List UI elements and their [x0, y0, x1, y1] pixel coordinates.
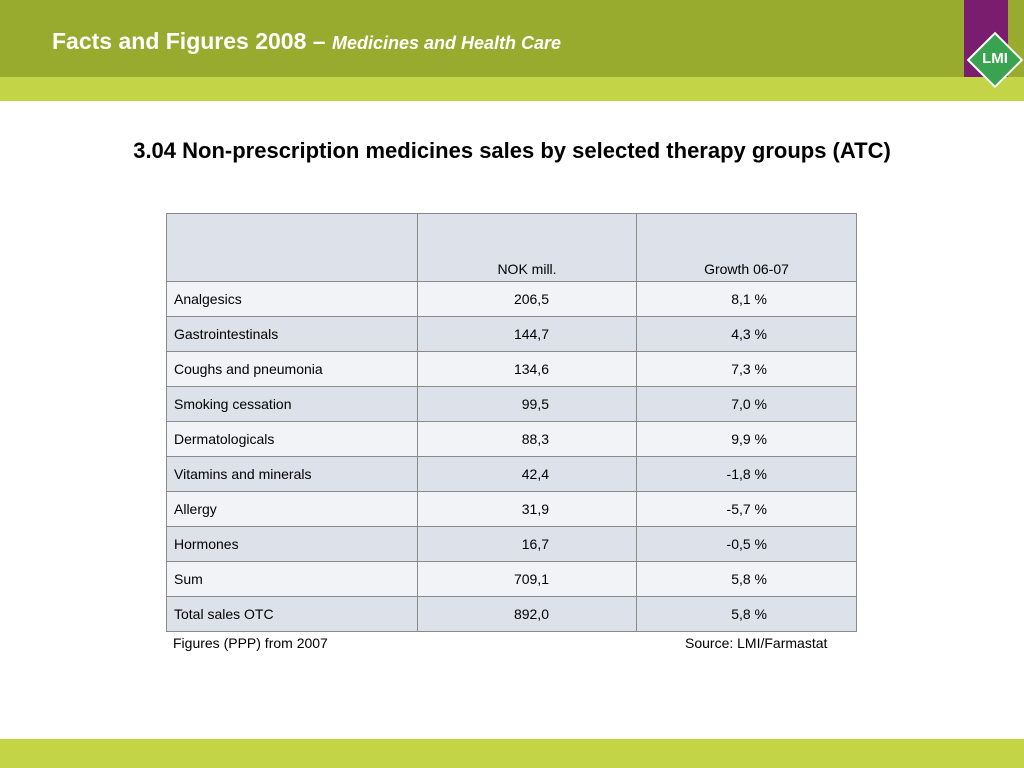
table-row: Analgesics 206,5 8,1 %	[166, 281, 857, 317]
row-nok-value: 42,4	[417, 456, 637, 492]
row-growth-value: 8,1 %	[636, 281, 857, 317]
source-note: Source: LMI/Farmastat	[685, 635, 828, 651]
row-growth-value: 7,3 %	[636, 351, 857, 387]
logo-text: LMI	[982, 50, 1008, 67]
header-title: Facts and Figures 2008 – Medicines and H…	[52, 28, 561, 55]
slide-title: 3.04 Non-prescription medicines sales by…	[133, 138, 891, 163]
footnote: Figures (PPP) from 2007	[173, 635, 328, 651]
row-nok-value: 31,9	[417, 491, 637, 527]
row-growth-value: 5,8 %	[636, 596, 857, 632]
table-row: Vitamins and minerals 42,4 -1,8 %	[166, 456, 857, 492]
row-growth-value: -1,8 %	[636, 456, 857, 492]
row-label: Dermatologicals	[166, 421, 418, 457]
row-nok-value: 144,7	[417, 316, 637, 352]
column-header-growth: Growth 06-07	[636, 213, 857, 282]
table-row: Sum 709,1 5,8 %	[166, 561, 857, 597]
column-header-nok: NOK mill.	[417, 213, 637, 282]
table-row: Gastrointestinals 144,7 4,3 %	[166, 316, 857, 352]
header-band	[0, 0, 1024, 77]
row-label: Gastrointestinals	[166, 316, 418, 352]
row-label: Total sales OTC	[166, 596, 418, 632]
table-row: Hormones 16,7 -0,5 %	[166, 526, 857, 562]
table-row: Total sales OTC 892,0 5,8 %	[166, 596, 857, 632]
row-label: Coughs and pneumonia	[166, 351, 418, 387]
row-nok-value: 709,1	[417, 561, 637, 597]
header-title-main: Facts and Figures 2008 –	[52, 28, 326, 54]
row-growth-value: -5,7 %	[636, 491, 857, 527]
row-nok-value: 206,5	[417, 281, 637, 317]
row-growth-value: 5,8 %	[636, 561, 857, 597]
row-nok-value: 134,6	[417, 351, 637, 387]
row-nok-value: 88,3	[417, 421, 637, 457]
row-label: Smoking cessation	[166, 386, 418, 422]
row-label: Analgesics	[166, 281, 418, 317]
row-label: Allergy	[166, 491, 418, 527]
row-nok-value: 99,5	[417, 386, 637, 422]
row-growth-value: 9,9 %	[636, 421, 857, 457]
table-row: Smoking cessation 99,5 7,0 %	[166, 386, 857, 422]
table-row: Allergy 31,9 -5,7 %	[166, 491, 857, 527]
row-label: Hormones	[166, 526, 418, 562]
row-label: Vitamins and minerals	[166, 456, 418, 492]
header-stripe	[0, 77, 1024, 101]
footer-band	[0, 739, 1024, 768]
row-growth-value: 7,0 %	[636, 386, 857, 422]
table-row: Coughs and pneumonia 134,6 7,3 %	[166, 351, 857, 387]
sales-table: NOK mill. Growth 06-07 Analgesics 206,5 …	[166, 213, 857, 632]
row-growth-value: 4,3 %	[636, 316, 857, 352]
row-nok-value: 16,7	[417, 526, 637, 562]
table-row: Dermatologicals 88,3 9,9 %	[166, 421, 857, 457]
row-growth-value: -0,5 %	[636, 526, 857, 562]
column-header-label	[166, 213, 418, 282]
header-subtitle: Medicines and Health Care	[331, 33, 562, 53]
row-label: Sum	[166, 561, 418, 597]
row-nok-value: 892,0	[417, 596, 637, 632]
table-header-row: NOK mill. Growth 06-07	[166, 213, 857, 282]
